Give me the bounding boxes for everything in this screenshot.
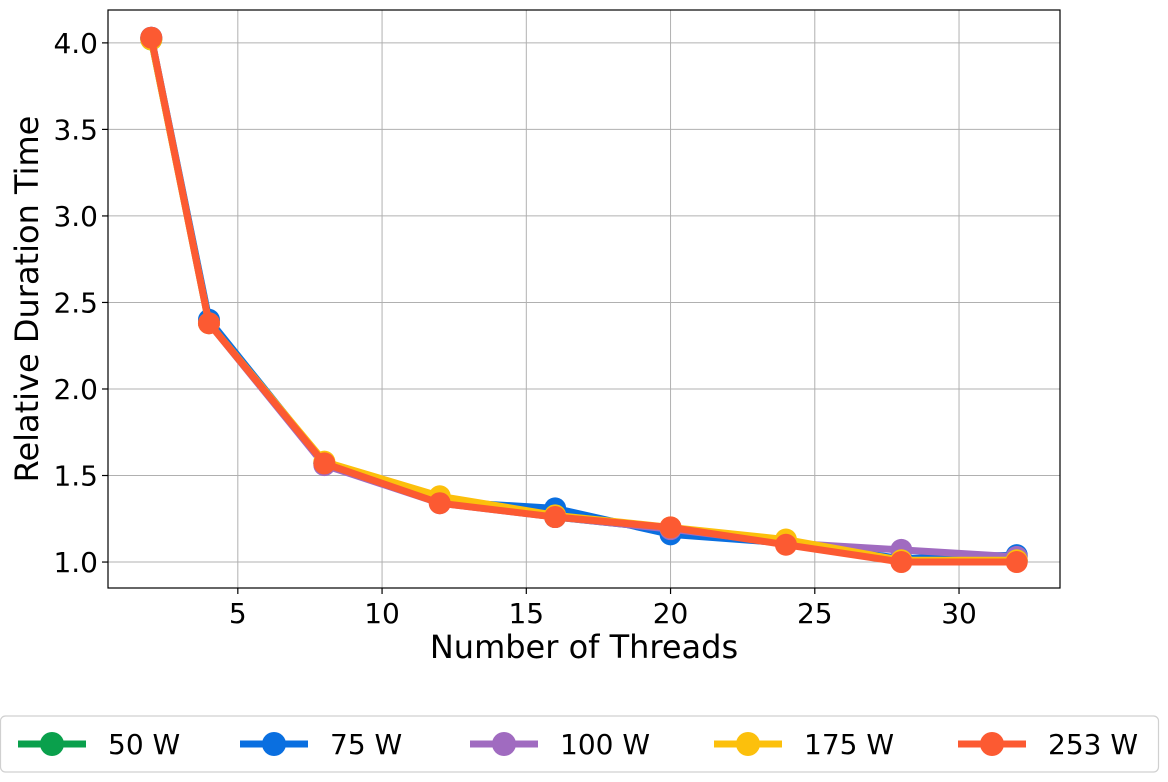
- data-point: [774, 533, 797, 556]
- y-tick-label: 1.0: [53, 546, 98, 579]
- x-tick-label: 20: [653, 597, 689, 630]
- data-point: [313, 452, 336, 475]
- plot-frame: [107, 9, 1061, 589]
- legend-label: 75 W: [330, 728, 402, 761]
- legend-marker: [736, 732, 760, 756]
- x-tick-label: 25: [797, 597, 833, 630]
- y-tick-label: 1.5: [53, 460, 98, 493]
- data-point: [428, 492, 451, 515]
- legend-item: 75 W: [240, 728, 402, 761]
- legend-label: 50 W: [108, 728, 180, 761]
- data-point: [544, 506, 567, 529]
- legend-label: 175 W: [804, 728, 894, 761]
- legend-marker: [980, 732, 1004, 756]
- data-point: [890, 551, 913, 574]
- series-line: [147, 35, 1021, 564]
- x-tick-label: 10: [364, 597, 400, 630]
- series-line: [147, 35, 1021, 564]
- legend-frame: [0, 715, 1160, 773]
- legend-item: 175 W: [714, 728, 894, 761]
- legend-item: 100 W: [470, 728, 650, 761]
- x-tick-label: 15: [508, 597, 544, 630]
- series-group: [140, 26, 1028, 574]
- series-line: [147, 34, 1021, 563]
- data-point: [140, 26, 163, 49]
- legend-item: 253 W: [958, 728, 1138, 761]
- data-point: [1005, 551, 1028, 574]
- legend-marker: [492, 732, 516, 756]
- x-axis-ticks: 5 10 15 20 25 30: [229, 588, 977, 630]
- y-tick-label: 3.5: [53, 113, 98, 146]
- y-tick-label: 4.0: [53, 27, 98, 60]
- x-tick-label: 5: [229, 597, 247, 630]
- series-75w: [140, 26, 1028, 570]
- legend-item: 50 W: [18, 728, 180, 761]
- data-point: [659, 516, 682, 539]
- series-100w: [140, 26, 1028, 568]
- data-point: [197, 312, 220, 335]
- x-tick-label: 30: [941, 597, 977, 630]
- legend: 50 W 75 W 100 W 175 W 253 W: [0, 715, 1160, 773]
- legend-label: 100 W: [560, 728, 650, 761]
- series-175w: [140, 28, 1028, 572]
- series-line: [147, 34, 1021, 561]
- series-line: [147, 34, 1021, 566]
- series-253w: [140, 26, 1028, 574]
- y-tick-label: 3.0: [53, 200, 98, 233]
- y-tick-label: 2.0: [53, 373, 98, 406]
- series-50w: [140, 28, 1028, 572]
- y-axis-label: Relative Duration Time: [8, 116, 46, 483]
- y-tick-label: 2.5: [53, 286, 98, 319]
- y-axis-ticks: 1.0 1.5 2.0 2.5 3.0 3.5 4.0: [53, 27, 108, 579]
- legend-label: 253 W: [1048, 728, 1138, 761]
- grid: [108, 10, 1060, 588]
- legend-marker: [262, 732, 286, 756]
- legend-marker: [40, 732, 64, 756]
- x-axis-label: Number of Threads: [430, 628, 738, 666]
